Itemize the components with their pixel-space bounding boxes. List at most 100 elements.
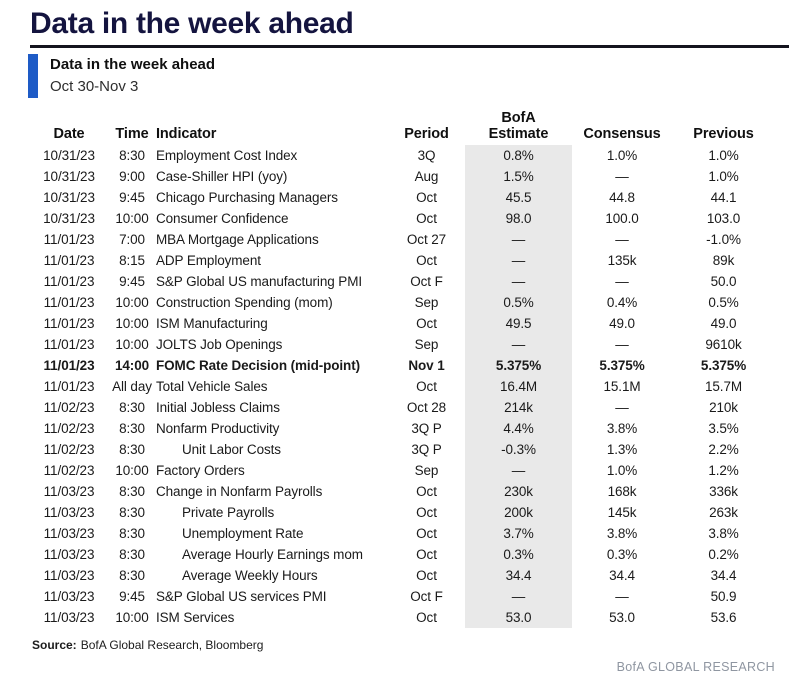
cell-period: Nov 1: [408, 358, 445, 373]
title-rule: [30, 45, 789, 48]
page-title: Data in the week ahead: [30, 7, 354, 40]
cell-date: 11/03/23: [43, 526, 95, 541]
cell-consensus: —: [615, 337, 629, 352]
cell-time: 10:00: [115, 295, 149, 310]
cell-period: Oct: [416, 547, 437, 562]
cell-time: 9:00: [119, 169, 145, 184]
col-indicator: Indicator: [156, 126, 217, 142]
cell-date: 11/01/23: [43, 379, 95, 394]
table-row: 11/01/23 8:15 ADP Employment Oct — 135k 89k: [30, 250, 775, 271]
table-row: 11/02/23 8:30 Unit Labor Costs 3Q P -0.3% 1.3…: [30, 439, 775, 460]
cell-period: Oct F: [410, 274, 443, 289]
cell-period: Oct: [416, 211, 437, 226]
cell-period: Oct: [416, 568, 437, 583]
cell-date: 11/01/23: [43, 337, 95, 352]
cell-indicator: Unemployment Rate: [182, 526, 304, 541]
cell-indicator: FOMC Rate Decision (mid-point): [156, 358, 360, 373]
cell-consensus: 1.0%: [606, 148, 638, 163]
cell-previous: 336k: [709, 484, 738, 499]
cell-indicator: MBA Mortgage Applications: [156, 232, 319, 247]
cell-indicator: Unit Labor Costs: [182, 442, 281, 457]
cell-previous: 210k: [709, 400, 738, 415]
cell-date: 11/01/23: [43, 358, 95, 373]
table-row: 10/31/23 8:30 Employment Cost Index 3Q 0.8% 1…: [30, 145, 775, 166]
cell-previous: 103.0: [706, 211, 741, 226]
cell-period: Oct: [416, 316, 437, 331]
cell-estimate: 34.4: [465, 565, 572, 586]
cell-indicator: ADP Employment: [156, 253, 261, 268]
cell-previous: 3.8%: [708, 526, 739, 541]
cell-estimate: 1.5%: [465, 166, 572, 187]
cell-time: 8:30: [119, 505, 145, 520]
cell-date: 11/01/23: [43, 253, 95, 268]
col-bofa-estimate: BofA Estimate: [465, 110, 572, 145]
accent-bar: [28, 54, 38, 98]
cell-indicator: Total Vehicle Sales: [156, 379, 268, 394]
cell-time: 8:15: [119, 253, 145, 268]
cell-time: All day: [112, 379, 152, 394]
col-previous: Previous: [693, 126, 754, 142]
cell-estimate: —: [465, 271, 572, 292]
cell-consensus: —: [615, 169, 629, 184]
cell-consensus: 1.3%: [606, 442, 638, 457]
cell-consensus: 3.8%: [606, 526, 638, 541]
cell-indicator: Change in Nonfarm Payrolls: [156, 484, 323, 499]
cell-previous: 50.0: [710, 274, 737, 289]
source-text: BofA Global Research, Bloomberg: [80, 638, 264, 652]
cell-date: 11/01/23: [43, 232, 95, 247]
cell-time: 8:30: [119, 400, 145, 415]
col-bofa-estimate-line2: Estimate: [488, 126, 549, 142]
cell-period: Sep: [414, 337, 439, 352]
cell-previous: 15.7M: [704, 379, 743, 394]
cell-period: Oct: [416, 610, 437, 625]
table-row: 11/03/23 10:00 ISM Services Oct 53.0 53.0 53.6: [30, 607, 775, 628]
cell-date: 10/31/23: [43, 211, 95, 226]
col-bofa-estimate-line1: BofA: [501, 110, 536, 126]
cell-consensus: —: [615, 232, 629, 247]
cell-previous: -1.0%: [706, 232, 741, 247]
cell-estimate: —: [465, 460, 572, 481]
cell-consensus: —: [615, 589, 629, 604]
cell-previous: 0.5%: [708, 295, 739, 310]
cell-period: Aug: [414, 169, 439, 184]
cell-time: 8:30: [119, 484, 145, 499]
cell-previous: 34.4: [710, 568, 737, 583]
col-date: Date: [53, 126, 85, 142]
cell-estimate: 98.0: [465, 208, 572, 229]
cell-estimate: 45.5: [465, 187, 572, 208]
cell-time: 8:30: [119, 442, 145, 457]
cell-consensus: —: [615, 274, 629, 289]
cell-estimate: 200k: [465, 502, 572, 523]
cell-time: 9:45: [119, 274, 145, 289]
cell-time: 9:45: [119, 190, 145, 205]
cell-consensus: 15.1M: [603, 379, 641, 394]
cell-previous: 1.2%: [708, 463, 739, 478]
table-row: 11/01/23 10:00 ISM Manufacturing Oct 49.5 49.…: [30, 313, 775, 334]
cell-indicator: Average Weekly Hours: [182, 568, 318, 583]
table-header-row: Date Time Indicator Period BofA Estimate …: [30, 110, 775, 145]
cell-indicator: Initial Jobless Claims: [156, 400, 280, 415]
cell-period: 3Q: [417, 148, 436, 163]
table-row: 11/02/23 10:00 Factory Orders Sep — 1.0% 1.2%: [30, 460, 775, 481]
cell-estimate: 0.8%: [465, 145, 572, 166]
cell-date: 11/03/23: [43, 547, 95, 562]
table-row: 11/03/23 8:30 Average Hourly Earnings mom O…: [30, 544, 775, 565]
table-row: 11/03/23 8:30 Private Payrolls Oct 200k 145k 2…: [30, 502, 775, 523]
cell-period: Oct: [416, 253, 437, 268]
cell-date: 10/31/23: [43, 190, 95, 205]
source-line: Source: BofA Global Research, Bloomberg: [32, 638, 805, 652]
cell-estimate: 49.5: [465, 313, 572, 334]
cell-time: 8:30: [119, 421, 145, 436]
cell-date: 11/01/23: [43, 295, 95, 310]
cell-period: Oct: [416, 190, 437, 205]
cell-period: Sep: [414, 463, 439, 478]
cell-estimate: —: [465, 586, 572, 607]
cell-date: 11/03/23: [43, 505, 95, 520]
section-title: Data in the week ahead: [50, 56, 216, 73]
cell-time: 8:30: [119, 526, 145, 541]
table-body: 10/31/23 8:30 Employment Cost Index 3Q 0.8% 1…: [30, 145, 775, 628]
cell-date: 10/31/23: [43, 169, 95, 184]
col-consensus: Consensus: [583, 126, 661, 142]
col-time: Time: [115, 126, 149, 142]
cell-time: 10:00: [115, 337, 149, 352]
